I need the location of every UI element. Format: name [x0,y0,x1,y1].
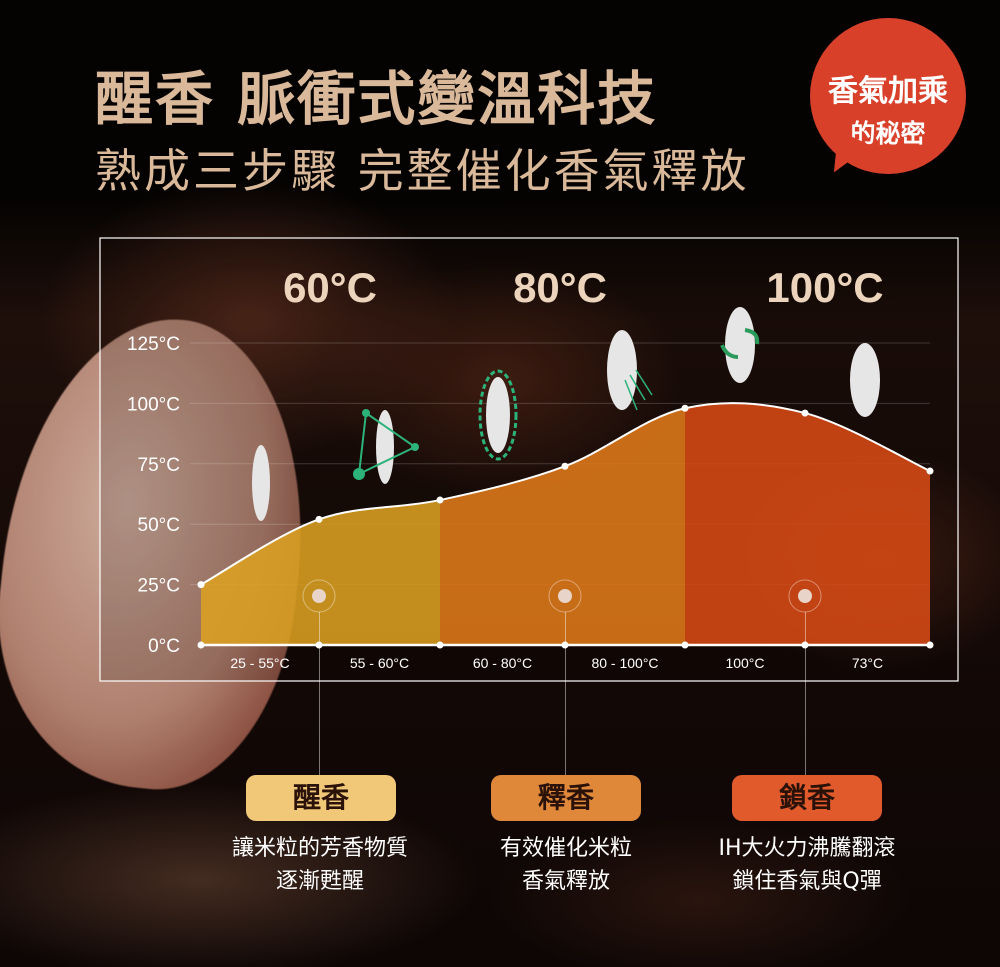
page-title: 醒香 脈衝式變溫科技 [95,65,658,133]
area-segment [685,403,930,645]
y-tick-label: 75°C [138,455,180,476]
desc-line: 讓米粒的芳香物質 [231,836,408,861]
y-tick-label: 50°C [138,515,180,536]
x-axis-dot [436,641,444,649]
desc-line: 有效催化米粒 [499,836,632,861]
badge-line1: 香氣加乘 [828,74,948,109]
stage-temp-label: 80°C [513,264,607,311]
desc-line: 逐漸甦醒 [275,869,364,894]
rice-grain-icon [252,445,270,521]
area-segment [201,500,440,645]
stage-temp-label: 100°C [766,264,883,311]
area-segment [440,408,685,645]
x-axis-dot [197,641,205,649]
data-point [681,404,689,412]
y-tick-label: 125°C [127,334,180,355]
desc-line: 香氣釋放 [521,869,610,894]
page-subtitle: 熟成三步驟 完整催化香氣釋放 [95,144,750,198]
rice-grain-icon [850,343,880,417]
data-point [561,462,569,470]
x-axis-dot [315,641,323,649]
x-axis-dot [926,641,934,649]
molecule-node [362,409,370,417]
x-tick-label: 100°C [725,655,764,671]
marker-ring [302,579,336,613]
y-tick-label: 25°C [138,576,180,597]
x-tick-label: 80 - 100°C [591,655,658,671]
x-tick-label: 55 - 60°C [350,655,409,671]
stage-temp-label: 60°C [283,264,377,311]
step-desc-wake: 讓米粒的芳香物質 逐漸甦醒 [190,832,450,898]
molecule-node [353,468,365,480]
data-point [315,515,323,523]
molecule-node [411,443,419,451]
marker-ring [788,579,822,613]
molecule-icon [357,411,417,476]
x-axis-dot [801,641,809,649]
desc-line: 鎖住香氣與Q彈 [732,869,882,894]
x-tick-label: 25 - 55°C [230,655,289,671]
marker-dot [798,589,812,603]
data-point [926,467,934,475]
marker-dot [312,589,326,603]
rice-grain-icon [486,377,510,453]
step-desc-release: 有效催化米粒 香氣釋放 [436,832,696,898]
connector-line [805,612,806,775]
connector-line [319,612,320,775]
rotate-arrows-icon [720,328,760,359]
y-tick-label: 100°C [127,394,180,415]
rice-grain-icon [725,307,755,383]
y-tick-label: 0°C [148,636,180,657]
data-point [436,496,444,504]
desc-line: IH大火力沸騰翻滾 [718,836,896,861]
step-desc-lock: IH大火力沸騰翻滾 鎖住香氣與Q彈 [677,832,937,898]
x-tick-label: 60 - 80°C [473,655,532,671]
connector-line [565,612,566,775]
x-axis-dot [681,641,689,649]
x-tick-label: 73°C [852,655,883,671]
x-axis-dot [561,641,569,649]
marker-dot [558,589,572,603]
heat-arrows-icon [624,369,653,411]
step-pill-lock: 鎖香 [732,775,882,821]
step-pill-release: 釋香 [491,775,641,821]
dashed-outline-icon [478,369,518,461]
data-point [197,581,205,589]
speech-bubble-badge: 香氣加乘 的秘密 [810,18,966,174]
marker-ring [548,579,582,613]
data-point [801,409,809,417]
step-pill-wake: 醒香 [246,775,396,821]
